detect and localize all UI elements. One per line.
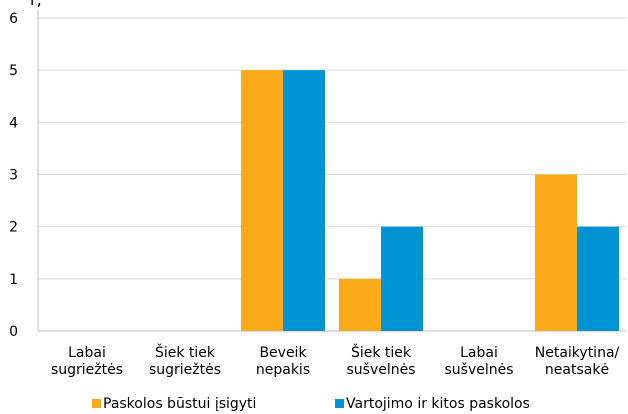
axes xyxy=(37,10,626,332)
bar xyxy=(381,226,423,331)
legend-swatch xyxy=(335,399,344,408)
y-tick-label: 3 xyxy=(9,168,18,184)
bar xyxy=(577,226,619,331)
ylabel-fragment: r, xyxy=(30,0,42,9)
y-tick-label: 2 xyxy=(9,220,18,236)
x-tick-label: Labai sugriežtės xyxy=(51,345,123,378)
x-tick-label: Labai sušvelnės xyxy=(444,345,513,378)
x-tick-label: Netaikytina/neatsakė xyxy=(535,345,620,378)
bar xyxy=(535,174,577,331)
legend: Paskolos būstui įsigyti Vartojimo ir kito… xyxy=(92,396,530,412)
legend-swatch xyxy=(92,399,101,408)
y-tick-label: 1 xyxy=(9,272,18,288)
legend-label: Vartojimo ir kitos paskolos xyxy=(346,396,530,412)
x-tick-labels: Labai sugriežtės Šiek tiek sugriežtės Beveik… xyxy=(51,343,620,378)
x-tick-label: Šiek tiek sugriežtės xyxy=(149,343,221,378)
bar xyxy=(241,70,283,332)
bar xyxy=(339,278,381,331)
y-tick-label: 4 xyxy=(9,115,18,131)
y-tick-label: 0 xyxy=(9,324,18,340)
y-tick-label: 5 xyxy=(9,63,18,79)
legend-label: Paskolos būstui įsigyti xyxy=(103,396,256,412)
x-tick-label: Beveik nepakis xyxy=(256,345,310,378)
bar xyxy=(283,70,325,332)
gridlines xyxy=(38,17,626,280)
bars xyxy=(241,70,619,332)
x-tick-label: Šiek tiek sušvelnės xyxy=(346,343,415,378)
y-tick-label: 6 xyxy=(9,11,18,27)
y-tick-labels: 0 1 2 3 4 5 6 xyxy=(9,11,18,340)
